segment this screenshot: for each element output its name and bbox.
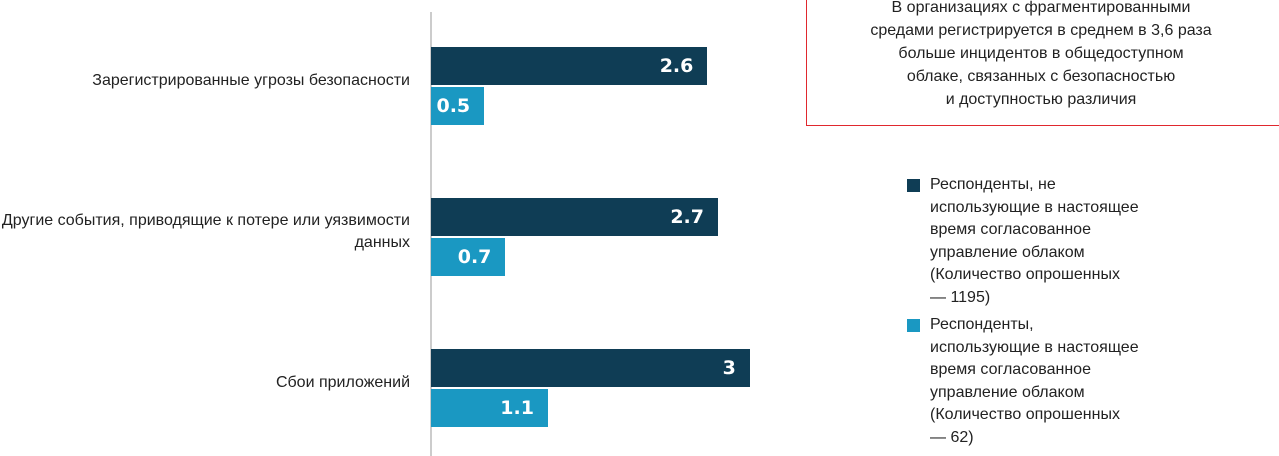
- legend-label: Респонденты, использующие в настоящее вр…: [930, 316, 1139, 446]
- bar: 2.6: [431, 47, 708, 85]
- annotation-text: средами регистрируется в среднем в 3,6 р…: [870, 22, 1212, 39]
- value-label: 2.7: [670, 206, 704, 228]
- value-label: 1.1: [500, 397, 534, 419]
- legend-swatch: [907, 319, 920, 332]
- legend-swatch: [907, 179, 920, 192]
- legend-label: Респонденты, не использующие в настоящее…: [930, 176, 1139, 306]
- bar: 1.1: [431, 389, 548, 427]
- annotation-text: больше инцидентов в общедоступном: [898, 45, 1184, 62]
- bar: 0.5: [431, 87, 485, 125]
- category-label: Зарегистрированные угрозы безопасности: [92, 72, 410, 89]
- bar: 2.7: [431, 198, 718, 236]
- annotation-text: В организациях с фрагментированными: [891, 0, 1191, 16]
- value-label: 3: [722, 357, 736, 379]
- legend-item: Респонденты, использующие в настоящее вр…: [907, 314, 1147, 449]
- legend-item: Респонденты, не использующие в настоящее…: [907, 174, 1147, 309]
- value-label: 0.5: [436, 95, 471, 117]
- bar: 3: [431, 349, 750, 387]
- category-label: Другие события, приводящие к потере или …: [1, 212, 410, 251]
- value-label: 0.7: [457, 246, 492, 268]
- axis-line: [430, 12, 432, 456]
- annotation-box: [806, 0, 1279, 126]
- value-label: 2.6: [659, 55, 694, 77]
- category-label: Сбои приложений: [275, 374, 410, 391]
- annotation-text: и доступностью различия: [945, 91, 1137, 108]
- bar: 0.7: [431, 238, 506, 276]
- annotation-text: облаке, связанных с безопасностью: [906, 68, 1176, 85]
